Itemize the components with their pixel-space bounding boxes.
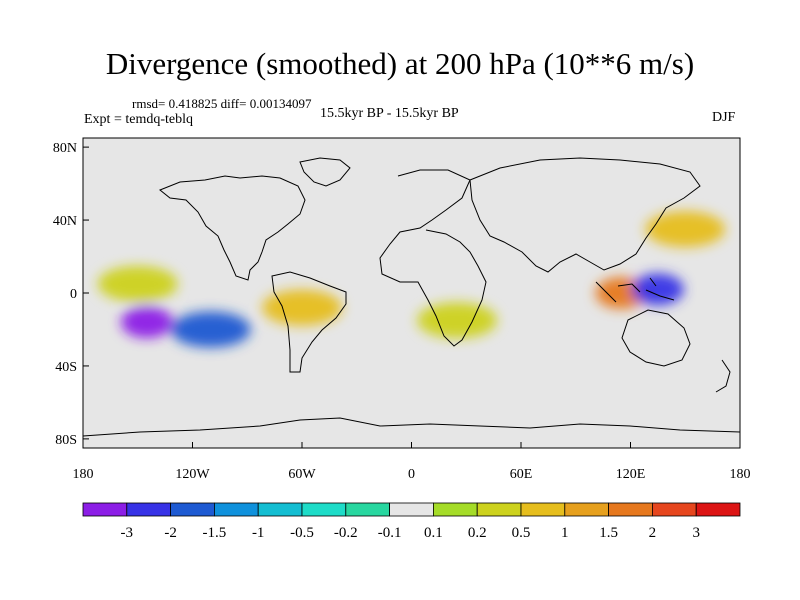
colorbar-label-11: 1.5 xyxy=(599,525,618,541)
x-tick-label-6: 180 xyxy=(730,467,751,482)
y-tick-label-2: 0 xyxy=(70,287,77,302)
colorbar-box-6 xyxy=(345,502,390,517)
colorbar-box-2 xyxy=(170,502,215,517)
field-feature-4 xyxy=(262,289,342,326)
colorbar-label-1: -2 xyxy=(164,525,177,541)
colorbar: -3 -2 -1.5 -1 -0.5 -0.2 -0.1 0.1 0.2 0.5 1 1.5 2 3 xyxy=(82,502,741,541)
field-feature-5 xyxy=(417,302,498,339)
coast-antarctica xyxy=(83,417,740,437)
y-tick-label-1: 40N xyxy=(53,214,77,229)
colorbar-box-10 xyxy=(520,502,566,517)
coast-new-zealand xyxy=(715,359,731,393)
x-tick-label-0: 180 xyxy=(73,467,94,482)
colorbar-box-5 xyxy=(301,502,347,517)
field-feature-0 xyxy=(120,306,173,339)
colorbar-box-4 xyxy=(257,502,303,517)
field-feature-1 xyxy=(170,311,251,348)
coastlines xyxy=(83,157,740,437)
colorbar-box-12 xyxy=(608,502,653,517)
colorbar-label-3: -1 xyxy=(252,525,265,541)
coast-maritime-continent xyxy=(595,277,675,303)
colorbar-box-7 xyxy=(389,502,434,517)
x-tick-label-2: 60W xyxy=(288,467,316,482)
y-tick-label-0: 80N xyxy=(53,141,77,156)
y-tick-label-3: 40S xyxy=(55,360,77,375)
colorbar-label-12: 2 xyxy=(649,525,657,541)
x-tick-label-3: 0 xyxy=(408,467,415,482)
x-tick-label-5: 120E xyxy=(616,467,646,482)
y-tick-label-4: 80S xyxy=(55,433,77,448)
colorbar-box-8 xyxy=(432,502,478,517)
colorbar-label-10: 1 xyxy=(561,525,569,541)
field-feature-3 xyxy=(631,273,684,306)
coast-europe-africa xyxy=(379,169,487,347)
colorbar-box-14 xyxy=(695,502,741,517)
colorbar-label-6: -0.1 xyxy=(378,525,402,541)
period-label: 15.5kyr BP - 15.5kyr BP xyxy=(320,106,459,121)
season-label: DJF xyxy=(712,110,736,125)
map-axes: 180 120W 60W 0 60E 120E 180 80N 40N 0 40S 80S xyxy=(53,141,751,482)
colorbar-label-7: 0.1 xyxy=(424,525,443,541)
colorbar-label-13: 3 xyxy=(692,525,700,541)
divergence-field xyxy=(97,211,726,348)
colorbar-label-0: -3 xyxy=(121,525,134,541)
colorbar-box-11 xyxy=(564,502,609,517)
experiment-label: Expt = temdq-teblq xyxy=(84,112,193,127)
field-feature-7 xyxy=(97,265,178,302)
colorbar-box-9 xyxy=(476,502,522,517)
coast-australia xyxy=(621,309,691,367)
coast-asia xyxy=(469,157,701,273)
colorbar-box-13 xyxy=(652,502,697,517)
colorbar-label-5: -0.2 xyxy=(334,525,358,541)
coast-greenland xyxy=(299,157,351,187)
chart-title: Divergence (smoothed) at 200 hPa (10**6 … xyxy=(105,46,695,81)
colorbar-label-4: -0.5 xyxy=(290,525,314,541)
colorbar-label-2: -1.5 xyxy=(203,525,227,541)
colorbar-label-9: 0.5 xyxy=(512,525,531,541)
colorbar-label-8: 0.2 xyxy=(468,525,487,541)
field-feature-6 xyxy=(645,211,726,248)
coast-south-america xyxy=(271,271,347,373)
x-tick-label-4: 60E xyxy=(510,467,533,482)
stats-text: rmsd= 0.418825 diff= 0.00134097 xyxy=(132,96,312,111)
colorbar-box-0 xyxy=(82,502,128,517)
colorbar-box-1 xyxy=(126,502,172,517)
x-tick-label-1: 120W xyxy=(175,467,210,482)
colorbar-box-3 xyxy=(213,502,259,517)
coast-north-america xyxy=(159,175,306,281)
